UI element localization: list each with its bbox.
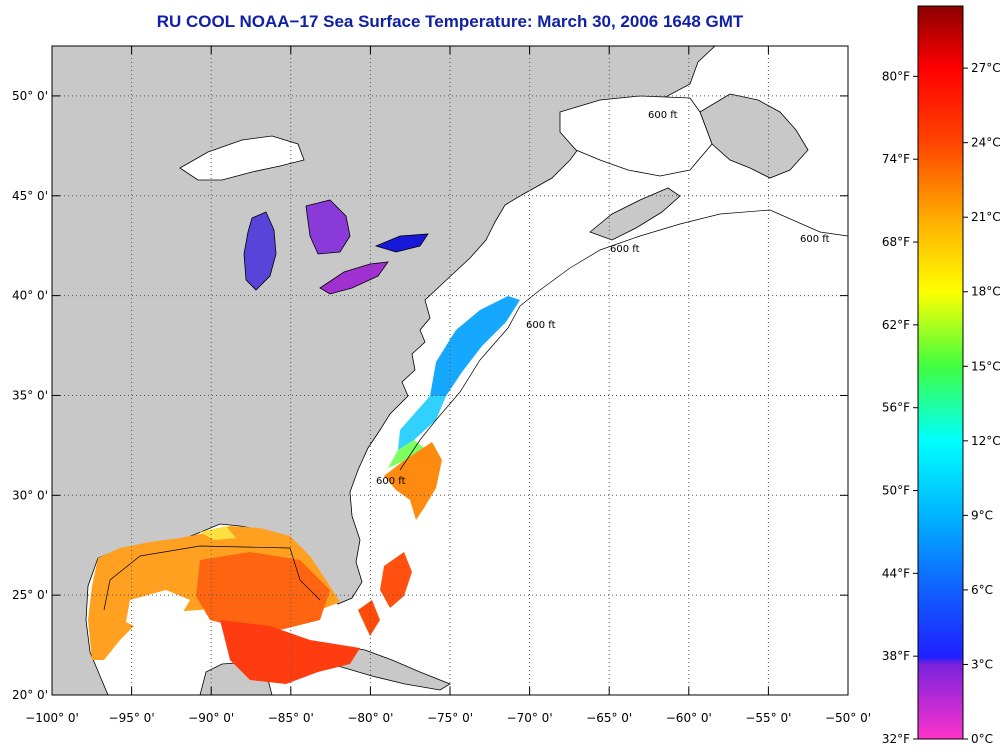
lon-tick-label: −65° 0': [586, 711, 632, 725]
fahrenheit-label: 56°F: [882, 401, 910, 415]
lon-tick-label: −50° 0': [825, 711, 871, 725]
lon-tick-label: −80° 0': [347, 711, 393, 725]
lat-tick-label: 30° 0': [12, 488, 48, 502]
lon-tick-label: −75° 0': [427, 711, 473, 725]
fahrenheit-label: 32°F: [882, 732, 910, 746]
lon-tick-label: −60° 0': [666, 711, 712, 725]
celsius-label: 9°C: [971, 508, 993, 522]
celsius-label: 0°C: [971, 732, 993, 746]
map-title: RU COOL NOAA−17 Sea Surface Temperature:…: [156, 12, 744, 31]
fahrenheit-label: 74°F: [882, 152, 910, 166]
lon-tick-label: −100° 0': [25, 711, 79, 725]
sst-atlantic-coast: [358, 296, 520, 636]
celsius-label: 27°C: [971, 61, 1001, 75]
celsius-scale: 0°C 3°C 6°C 9°C 12°C 15°C 18°C 21°C 24°C 27°C: [963, 61, 1001, 746]
lat-tick-label: 50° 0': [12, 89, 48, 103]
latitude-axis: 20° 0' 25° 0' 30° 0' 35° 0' 40° 0' 45° 0' 50° …: [12, 89, 848, 702]
lat-tick-label: 45° 0': [12, 189, 48, 203]
lon-tick-label: −55° 0': [745, 711, 791, 725]
longitude-axis: −100° 0' −95° 0' −90° 0' −85° 0' −80° 0' −75°…: [25, 46, 871, 725]
celsius-label: 12°C: [971, 434, 1001, 448]
lake-huron: [305, 199, 351, 255]
lat-tick-label: 25° 0': [12, 588, 48, 602]
fahrenheit-scale: 32°F 38°F 44°F 50°F 56°F 62°F 68°F 74°F 80°F: [882, 69, 918, 746]
lon-tick-label: −70° 0': [507, 711, 553, 725]
lon-tick-label: −85° 0': [268, 711, 314, 725]
land-newfoundland: [699, 93, 809, 179]
fahrenheit-label: 80°F: [882, 69, 910, 83]
contour-label: 600 ft: [376, 476, 406, 487]
contour-label: 600 ft: [648, 110, 678, 121]
temperature-colorbar: 32°F 38°F 44°F 50°F 56°F 62°F 68°F 74°F 80°F 0°C…: [882, 5, 1001, 746]
fahrenheit-label: 62°F: [882, 318, 910, 332]
graticule: [52, 46, 848, 695]
celsius-label: 21°C: [971, 210, 1001, 224]
lake-superior: [179, 135, 305, 181]
lat-tick-label: 20° 0': [12, 688, 48, 702]
colorbar-gradient: [917, 5, 964, 740]
celsius-label: 3°C: [971, 657, 993, 671]
celsius-label: 15°C: [971, 359, 1001, 373]
sst-gulf-of-mexico: [88, 526, 360, 688]
fahrenheit-label: 38°F: [882, 649, 910, 663]
celsius-label: 24°C: [971, 136, 1001, 150]
fahrenheit-label: 50°F: [882, 484, 910, 498]
great-lakes: [179, 135, 429, 295]
lake-erie: [319, 261, 389, 295]
isobath-contours: [103, 209, 848, 611]
contour-label: 600 ft: [526, 320, 556, 331]
lon-tick-label: −95° 0': [109, 711, 155, 725]
fahrenheit-label: 44°F: [882, 566, 910, 580]
contour-label: 600 ft: [800, 234, 830, 245]
lake-michigan: [243, 211, 277, 291]
lat-tick-label: 35° 0': [12, 388, 48, 402]
contour-label: 600 ft: [610, 244, 640, 255]
celsius-label: 18°C: [971, 285, 1001, 299]
lat-tick-label: 40° 0': [12, 289, 48, 303]
fahrenheit-label: 68°F: [882, 235, 910, 249]
lon-tick-label: −90° 0': [188, 711, 234, 725]
lake-ontario: [374, 233, 429, 253]
celsius-label: 6°C: [971, 583, 993, 597]
